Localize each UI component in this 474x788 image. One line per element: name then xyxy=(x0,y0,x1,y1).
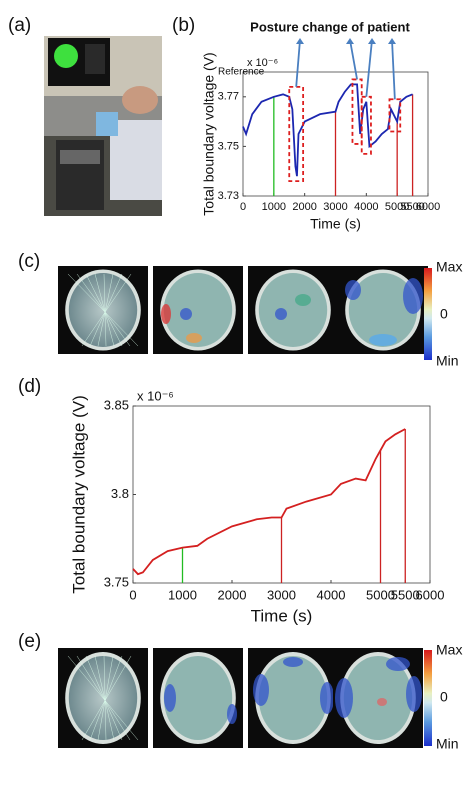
data-line xyxy=(132,428,406,576)
x-axis-label: Time (s) xyxy=(310,216,361,232)
arrow xyxy=(365,39,373,97)
overlay xyxy=(164,684,176,712)
x-tick-label: 6000 xyxy=(416,587,445,602)
overlay xyxy=(335,678,353,718)
highlight-box xyxy=(351,78,363,145)
mesh xyxy=(76,655,131,741)
overlay xyxy=(386,657,410,671)
arrow-head xyxy=(388,38,396,44)
colorbar xyxy=(424,268,432,360)
colorbar-label: Max xyxy=(436,259,462,275)
brain xyxy=(163,656,233,740)
mesh xyxy=(94,655,115,741)
mesh xyxy=(85,655,123,741)
x-tick-label: 0 xyxy=(129,587,136,602)
y-axis-label: Total boundary voltage (V) xyxy=(69,395,88,593)
annotation-title: Posture change of patient xyxy=(250,19,410,34)
arrow xyxy=(391,39,396,100)
panel-label: (b) xyxy=(172,15,195,36)
mesh xyxy=(67,655,139,741)
mesh xyxy=(67,273,139,347)
x-tick-label: 5000 xyxy=(366,587,395,602)
mesh xyxy=(85,273,123,347)
data-line xyxy=(242,83,413,177)
overlay xyxy=(295,294,311,306)
panel-label: (e) xyxy=(18,631,41,652)
mesh xyxy=(89,655,123,741)
arrow xyxy=(349,39,358,80)
colorbar xyxy=(424,650,432,746)
x-axis-label: Time (s) xyxy=(251,606,313,625)
overlay xyxy=(369,334,397,346)
mesh xyxy=(89,273,123,347)
y-tick-label: 3.85 xyxy=(104,397,129,412)
y-tick-label: 3.8 xyxy=(111,486,129,501)
mesh xyxy=(94,273,115,347)
y-tick-label: 3.75 xyxy=(218,140,239,152)
colorbar-label: 0 xyxy=(440,306,448,322)
overlay xyxy=(345,280,361,300)
x-tick-label: 4000 xyxy=(354,201,378,213)
x-tick-label: 5500 xyxy=(391,587,420,602)
overlay xyxy=(186,333,202,343)
overlay xyxy=(403,278,423,314)
x-tick-label: 0 xyxy=(240,201,246,213)
x-tick-label: 1000 xyxy=(168,587,197,602)
colorbar-label: Min xyxy=(436,353,459,369)
x-tick-label: 2000 xyxy=(292,201,316,213)
x-tick-label: 6000 xyxy=(416,201,440,213)
panel-label: (c) xyxy=(18,251,40,272)
x-tick-label: 3000 xyxy=(323,201,347,213)
highlight-box xyxy=(288,85,305,183)
brain xyxy=(348,273,418,347)
y-tick-label: 3.75 xyxy=(104,574,129,589)
overlay xyxy=(161,304,171,324)
x-tick-label: 2000 xyxy=(218,587,247,602)
mesh xyxy=(103,273,107,347)
brain xyxy=(258,273,328,347)
brain xyxy=(343,656,413,740)
arrow-head xyxy=(296,38,304,44)
colorbar-label: 0 xyxy=(440,689,448,705)
overlay xyxy=(406,676,422,712)
overlay xyxy=(227,704,237,724)
mesh xyxy=(81,655,132,741)
x-tick-label: 4000 xyxy=(317,587,346,602)
brain xyxy=(163,273,233,347)
arrow xyxy=(295,39,301,87)
mesh xyxy=(97,273,114,347)
y-multiplier: x 10⁻⁶ xyxy=(247,57,278,69)
y-tick-label: 3.77 xyxy=(218,91,239,103)
overlay xyxy=(377,698,387,706)
y-tick-label: 3.73 xyxy=(218,190,239,202)
overlay xyxy=(275,308,287,320)
overlay xyxy=(180,308,192,320)
mesh xyxy=(81,273,132,347)
colorbar-label: Max xyxy=(436,642,462,658)
photo xyxy=(44,36,162,216)
arrow-head xyxy=(346,38,354,44)
x-tick-label: 1000 xyxy=(262,201,286,213)
overlay xyxy=(320,682,334,714)
brain xyxy=(258,656,328,740)
x-tick-label: 5500 xyxy=(400,201,424,213)
overlay xyxy=(283,657,303,667)
mesh xyxy=(76,273,131,347)
mesh xyxy=(103,655,107,741)
mesh xyxy=(97,655,114,741)
ct-images xyxy=(58,266,428,748)
y-multiplier: x 10⁻⁶ xyxy=(137,388,174,403)
panel-label: (d) xyxy=(18,376,41,397)
y-axis-label: Total boundary voltage (V) xyxy=(201,52,217,215)
arrow-head xyxy=(368,38,376,44)
highlight-box xyxy=(360,95,372,155)
panel-label: (a) xyxy=(8,15,31,36)
x-tick-label: 5000 xyxy=(385,201,409,213)
x-tick-label: 3000 xyxy=(267,587,296,602)
annotation: Reference xyxy=(218,67,265,78)
colorbar-label: Min xyxy=(436,736,459,752)
overlay xyxy=(253,674,269,706)
